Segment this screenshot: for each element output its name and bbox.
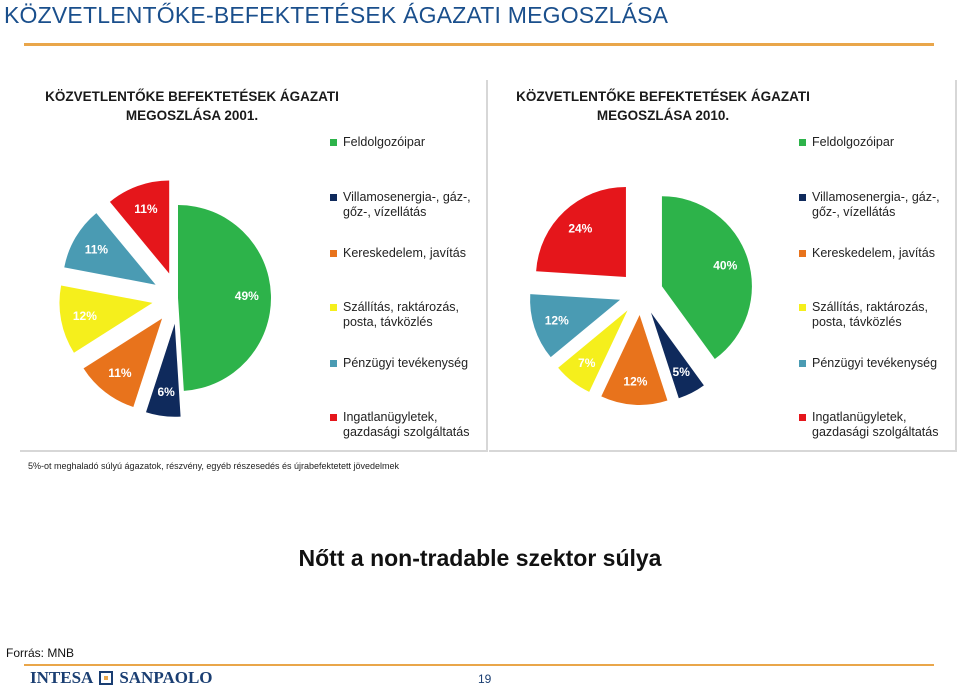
legend-swatch (799, 360, 806, 367)
chart-title: KÖZVETLENTŐKE BEFEKTETÉSEK ÁGAZATI MEGOS… (513, 87, 813, 125)
slice-data-label: 24% (568, 221, 592, 235)
legend-label: Pénzügyi tevékenység (343, 356, 469, 370)
chart-legend: Feldolgozóipar Villamosenergia-, gáz-, gőz… (330, 80, 490, 450)
legend-swatch (799, 194, 806, 201)
pie-slice (601, 314, 668, 405)
legend-swatch (330, 304, 337, 311)
logo-text-intesa: INTESA (30, 668, 94, 687)
legend-swatch (330, 360, 337, 367)
source-note: Forrás: MNB (6, 646, 75, 660)
chart-title-line: KÖZVETLENTŐKE BEFEKTETÉSEK ÁGAZATI (516, 89, 810, 104)
legend-swatch (799, 414, 806, 421)
legend-label: Villamosenergia-, gáz-, gőz-, vízellátás (343, 190, 471, 219)
slice-data-label: 6% (157, 385, 175, 399)
legend-label: Kereskedelem, javítás (812, 246, 935, 260)
pie-slice (536, 186, 626, 277)
pie-slice (146, 323, 181, 417)
footer-divider (24, 664, 934, 666)
slide-title: KÖZVETLENTŐKE-BEFEKTETÉSEK ÁGAZATI MEGOS… (4, 2, 669, 28)
slice-data-label: 5% (673, 365, 691, 379)
pie-slice (178, 205, 271, 391)
pie-slice (109, 180, 170, 274)
legend-label: Szállítás, raktározás, posta, távközlés (343, 300, 460, 329)
logo-mark-icon (99, 671, 114, 685)
legend-swatch (799, 250, 806, 257)
slice-data-label: 12% (623, 374, 647, 388)
logo-text-sanpaolo: SANPAOLO (119, 668, 213, 687)
pie-chart-2010: KÖZVETLENTŐKE BEFEKTETÉSEK ÁGAZATI MEGOS… (489, 80, 957, 452)
pie-slice (661, 196, 752, 360)
slice-data-label: 49% (235, 289, 259, 303)
legend-label: Kereskedelem, javítás (343, 246, 466, 260)
pie-slice (530, 294, 621, 358)
slice-data-label: 12% (545, 313, 569, 327)
legend-label: Szállítás, raktározás, posta, távközlés (812, 300, 929, 329)
pie-slice (650, 312, 704, 399)
chart-title-line: KÖZVETLENTŐKE BEFEKTETÉSEK ÁGAZATI (45, 89, 339, 104)
slice-data-label: 12% (73, 309, 97, 323)
legend-label: Ingatlanügyletek, gazdasági szolgáltatás (343, 410, 470, 439)
legend-label: Pénzügyi tevékenység (812, 356, 938, 370)
slice-data-label: 11% (108, 366, 132, 380)
pie-plot: 49% 6% 11% 12% 11% 11% (59, 180, 271, 417)
legend-label: Feldolgozóipar (343, 135, 425, 149)
pie-chart-2001: KÖZVETLENTŐKE BEFEKTETÉSEK ÁGAZATI MEGOS… (20, 80, 488, 452)
slice-data-label: 40% (713, 259, 737, 273)
chart-title-line: MEGOSZLÁSA 2010. (596, 108, 730, 123)
chart-title-line: MEGOSZLÁSA 2001. (125, 108, 259, 123)
legend-label: Ingatlanügyletek, gazdasági szolgáltatás (812, 410, 939, 439)
pie-slice (558, 310, 628, 392)
legend-swatch (330, 414, 337, 421)
company-logo: INTESA SANPAOLO (30, 668, 213, 688)
chart-legend: Feldolgozóipar Villamosenergia-, gáz-, gőz… (799, 80, 959, 450)
pie-slice (83, 318, 163, 407)
title-divider (24, 43, 934, 46)
legend-swatch (799, 139, 806, 146)
legend-swatch (330, 139, 337, 146)
legend-swatch (330, 250, 337, 257)
slice-data-label: 11% (85, 243, 109, 257)
slice-data-label: 7% (578, 356, 596, 370)
chart-footnote: 5%-ot meghaladó súlyú ágazatok, részvény… (28, 461, 400, 471)
legend-swatch (799, 304, 806, 311)
slice-data-label: 11% (134, 202, 158, 216)
pie-slice (64, 213, 156, 285)
legend-label: Feldolgozóipar (812, 135, 894, 149)
slide-headline: Nőtt a non-tradable szektor súlya (298, 545, 662, 571)
legend-swatch (330, 194, 337, 201)
chart-title: KÖZVETLENTŐKE BEFEKTETÉSEK ÁGAZATI MEGOS… (42, 87, 342, 125)
legend-label: Villamosenergia-, gáz-, gőz-, vízellátás (812, 190, 940, 219)
pie-slice (59, 285, 153, 353)
page-number: 19 (478, 672, 492, 686)
pie-plot: 40% 5% 12% 7% 12% 24% (530, 186, 752, 405)
